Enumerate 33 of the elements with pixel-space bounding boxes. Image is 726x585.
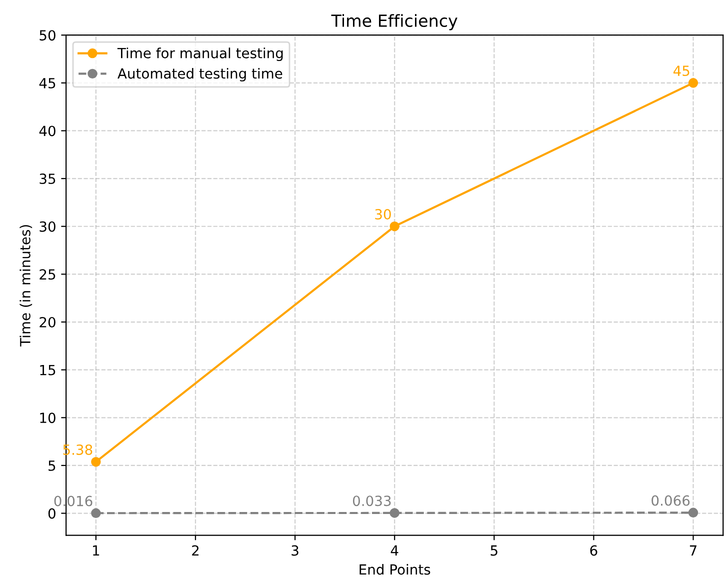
x-tick-label: 2 <box>192 545 199 556</box>
point <box>688 508 698 518</box>
y-tick-label: 50 <box>40 30 56 41</box>
point <box>390 222 400 232</box>
y-axis-title: Time (in minutes) <box>20 225 32 346</box>
x-tick-label: 6 <box>590 545 598 556</box>
y-tick-label: 0 <box>48 508 56 519</box>
data-label: 0.066 <box>652 495 690 506</box>
legend-label: Time for manual testing <box>117 48 283 62</box>
point <box>91 508 101 518</box>
y-tick-label: 40 <box>39 126 56 136</box>
y-tick-label: 20 <box>40 316 56 328</box>
data-label: 45 <box>673 66 690 76</box>
x-tick-label: 4 <box>390 545 398 556</box>
y-tick-label: 30 <box>40 221 56 232</box>
y-tick-label: 35 <box>40 174 56 184</box>
y-tick-label: 15 <box>40 364 56 376</box>
y-tick-label: 5 <box>48 460 56 471</box>
data-label: 30 <box>375 209 391 220</box>
chart-title: Time Efficiency <box>331 14 458 30</box>
x-tick-label: 5 <box>490 545 498 556</box>
x-tick-label: 7 <box>690 545 696 556</box>
y-tick-label: 45 <box>39 78 56 88</box>
x-tick-label: 3 <box>292 545 298 556</box>
point <box>91 456 101 467</box>
legend-label: Automated testing time <box>118 68 282 82</box>
x-tick-label: 1 <box>93 545 100 556</box>
x-axis-title: End Points <box>360 564 430 575</box>
y-tick-label: 10 <box>40 412 56 424</box>
data-label: 0.033 <box>352 496 391 506</box>
point <box>688 78 698 88</box>
y-tick-label: 25 <box>40 269 56 280</box>
point <box>390 508 400 518</box>
